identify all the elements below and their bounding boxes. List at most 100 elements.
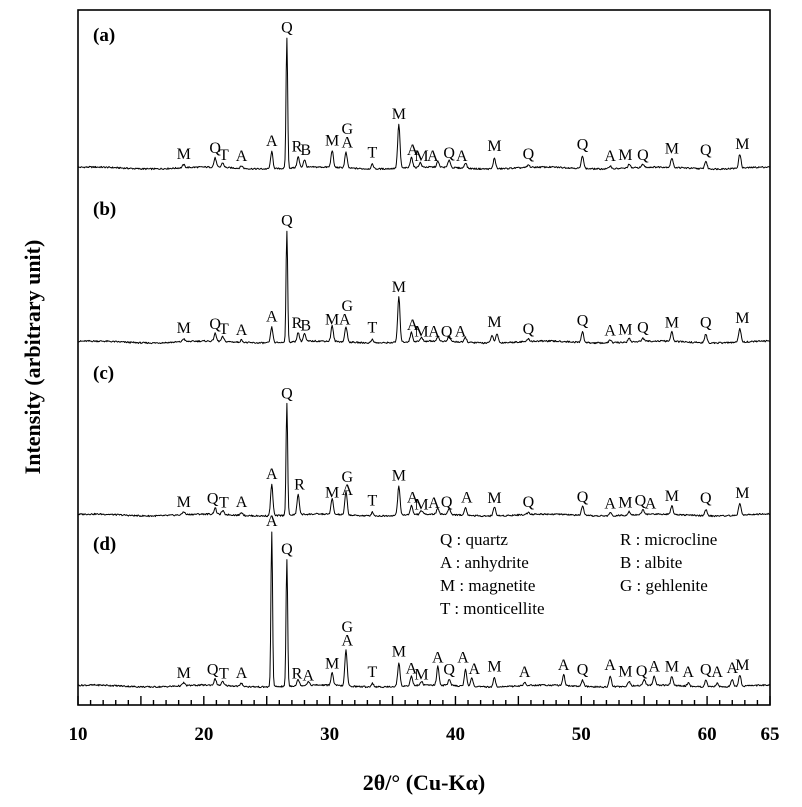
peak-label: R: [292, 315, 303, 332]
diffraction-pattern: [77, 37, 771, 171]
peak-label: M: [735, 657, 749, 674]
peak-label: Q: [637, 320, 649, 337]
x-tick-label: 30: [320, 724, 339, 745]
peak-label: A: [469, 661, 481, 678]
peak-label: Q: [577, 489, 589, 506]
peak-label: M: [414, 667, 428, 684]
peak-label: Q: [577, 313, 589, 330]
peak-label: M: [177, 146, 191, 163]
peak-label: M: [392, 279, 406, 296]
peak-label: M: [392, 644, 406, 661]
peak-label: T: [219, 665, 229, 682]
peak-label: Q: [635, 493, 647, 510]
peak-label: G: [341, 298, 353, 315]
peak-label: T: [368, 319, 378, 336]
peak-label: M: [618, 494, 632, 511]
peak-label: B: [300, 318, 311, 335]
diffraction-pattern: [77, 230, 771, 345]
peak-label: A: [406, 660, 418, 677]
peak-label: Q: [700, 662, 712, 679]
peak-label: M: [487, 138, 501, 155]
peak-label: Q: [443, 662, 455, 679]
peak-label: Q: [281, 385, 293, 402]
peak-label: A: [457, 649, 469, 666]
peak-label: A: [427, 148, 439, 165]
peak-label: Q: [441, 494, 453, 511]
peak-label: Q: [577, 662, 589, 679]
peak-label: A: [428, 323, 440, 340]
peak-label: Q: [700, 490, 712, 507]
peak-label: A: [604, 323, 616, 340]
peak-label: Q: [209, 140, 221, 157]
panel-tag: (d): [93, 534, 116, 555]
peak-label: Q: [523, 321, 535, 338]
peak-label: M: [392, 467, 406, 484]
peak-label: M: [735, 485, 749, 502]
peak-label: Q: [577, 136, 589, 153]
peak-label: A: [519, 664, 531, 681]
x-axis-title: 2θ/° (Cu-Kα): [363, 770, 485, 795]
peak-label: M: [177, 494, 191, 511]
peak-label: M: [735, 310, 749, 327]
peak-label: T: [219, 321, 229, 338]
peak-label: A: [645, 496, 657, 513]
peak-label: M: [618, 321, 632, 338]
peak-label: A: [604, 657, 616, 674]
peak-label: A: [339, 312, 351, 329]
peak-label: T: [368, 493, 378, 510]
peak-label: A: [341, 482, 353, 499]
peak-label: B: [300, 142, 311, 159]
peak-label: G: [341, 619, 353, 636]
x-tick-label: 60: [698, 724, 717, 745]
peak-label: A: [407, 142, 419, 159]
x-tick-label: 40: [446, 724, 465, 745]
peak-label: Q: [441, 323, 453, 340]
peak-label: Q: [207, 491, 219, 508]
legend-entry: M : magnetite: [440, 576, 535, 595]
x-tick-label: 50: [572, 724, 591, 745]
peak-label: Q: [281, 541, 293, 558]
peak-label: M: [325, 656, 339, 673]
peak-label: M: [735, 136, 749, 153]
peak-label: T: [219, 494, 229, 511]
peak-label: M: [665, 315, 679, 332]
peak-label: A: [341, 134, 353, 151]
peak-label: A: [604, 148, 616, 165]
peak-label: M: [665, 141, 679, 158]
peak-label: M: [487, 490, 501, 507]
plot-frame: [77, 9, 771, 706]
peak-label: Q: [443, 145, 455, 162]
peak-label: R: [294, 476, 305, 493]
peak-label: A: [461, 489, 473, 506]
peak-label: T: [368, 664, 378, 681]
peak-label: A: [648, 659, 660, 676]
peak-label: M: [414, 148, 428, 165]
peak-label: A: [455, 323, 467, 340]
peak-label: G: [341, 121, 353, 138]
peak-label: R: [292, 665, 303, 682]
peak-label: M: [665, 659, 679, 676]
legend-entry: A : anhydrite: [440, 553, 529, 572]
peak-label: Q: [281, 212, 293, 229]
peak-label: M: [325, 485, 339, 502]
legend-entry: G : gehlenite: [620, 576, 708, 595]
legend-entry: R : microcline: [620, 530, 717, 549]
peak-label: M: [414, 496, 428, 513]
peak-label: R: [292, 139, 303, 156]
peak-label: A: [236, 322, 248, 339]
peak-label: A: [407, 317, 419, 334]
peak-label: A: [236, 148, 248, 165]
peak-label: A: [341, 632, 353, 649]
diffraction-pattern: [77, 402, 771, 518]
legend: Q : quartz A : anhydrite M : magnetite T : …: [440, 530, 717, 618]
x-tick-label: 20: [194, 724, 213, 745]
peak-label: Q: [523, 494, 535, 511]
legend-entry: T : monticellite: [440, 599, 545, 618]
legend-entry: B : albite: [620, 553, 682, 572]
peak-label: G: [341, 469, 353, 486]
